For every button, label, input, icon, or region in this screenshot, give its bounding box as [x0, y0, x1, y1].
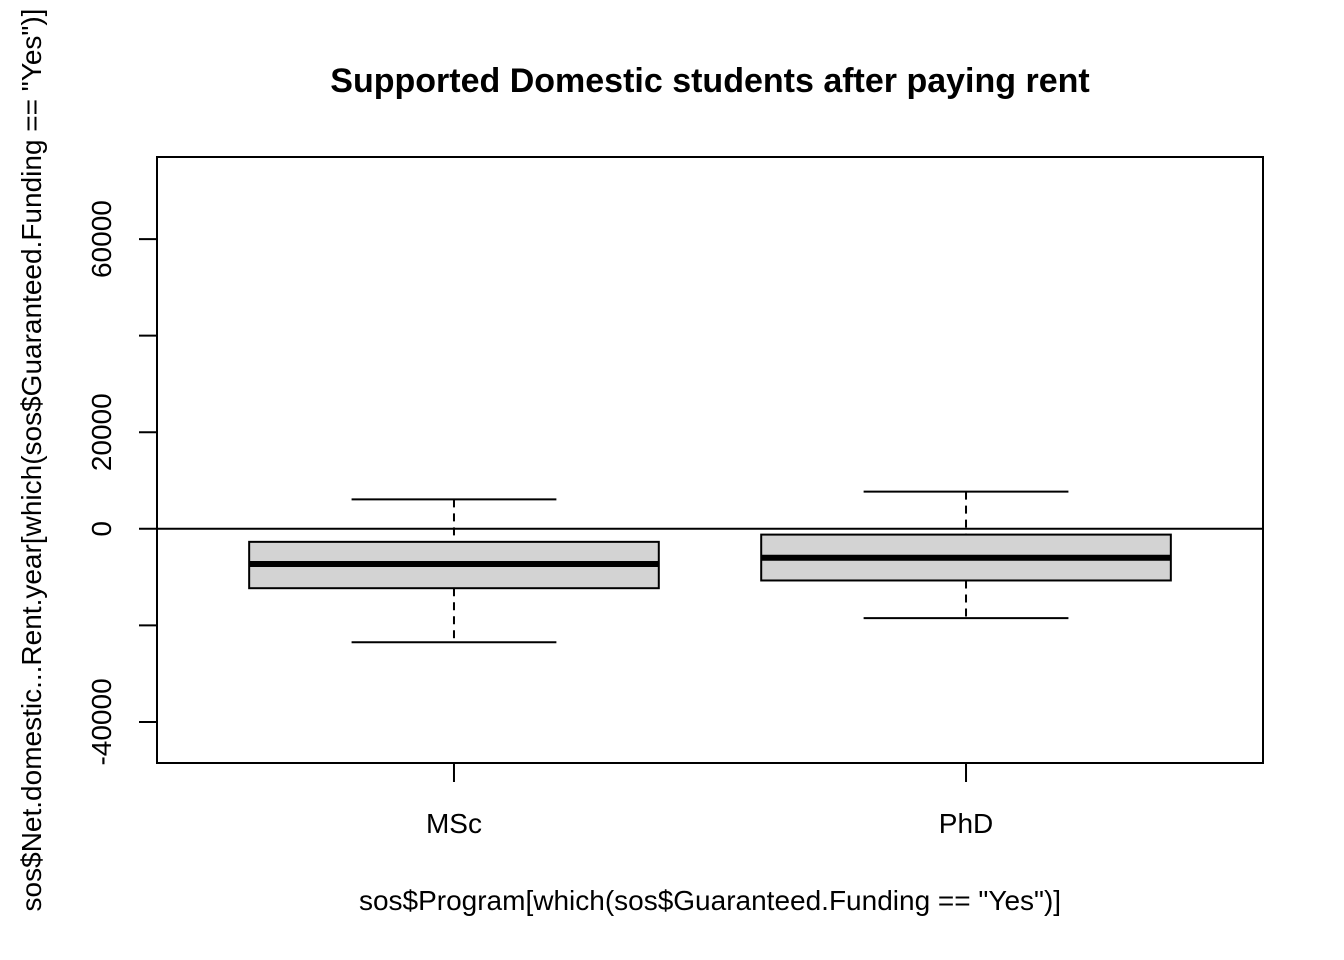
box-msc — [248, 498, 660, 644]
boxes-group — [248, 490, 1172, 644]
y-tick-label: 20000 — [86, 393, 117, 471]
y-tick-label: -40000 — [86, 678, 117, 765]
y-axis: -40000 0 20000 60000 — [86, 200, 157, 766]
y-axis-label: sos$Net.domestic...Rent.year[which(sos$G… — [16, 9, 47, 912]
x-axis-label: sos$Program[which(sos$Guaranteed.Funding… — [359, 885, 1061, 916]
y-tick-label: 60000 — [86, 200, 117, 278]
box-phd — [760, 490, 1172, 620]
x-axis: MSc PhD — [426, 763, 993, 839]
x-tick-label: PhD — [939, 808, 993, 839]
chart-title: Supported Domestic students after paying… — [330, 62, 1089, 100]
plot-frame — [156, 156, 1264, 764]
y-tick-label: 0 — [86, 521, 117, 537]
x-tick-label: MSc — [426, 808, 482, 839]
